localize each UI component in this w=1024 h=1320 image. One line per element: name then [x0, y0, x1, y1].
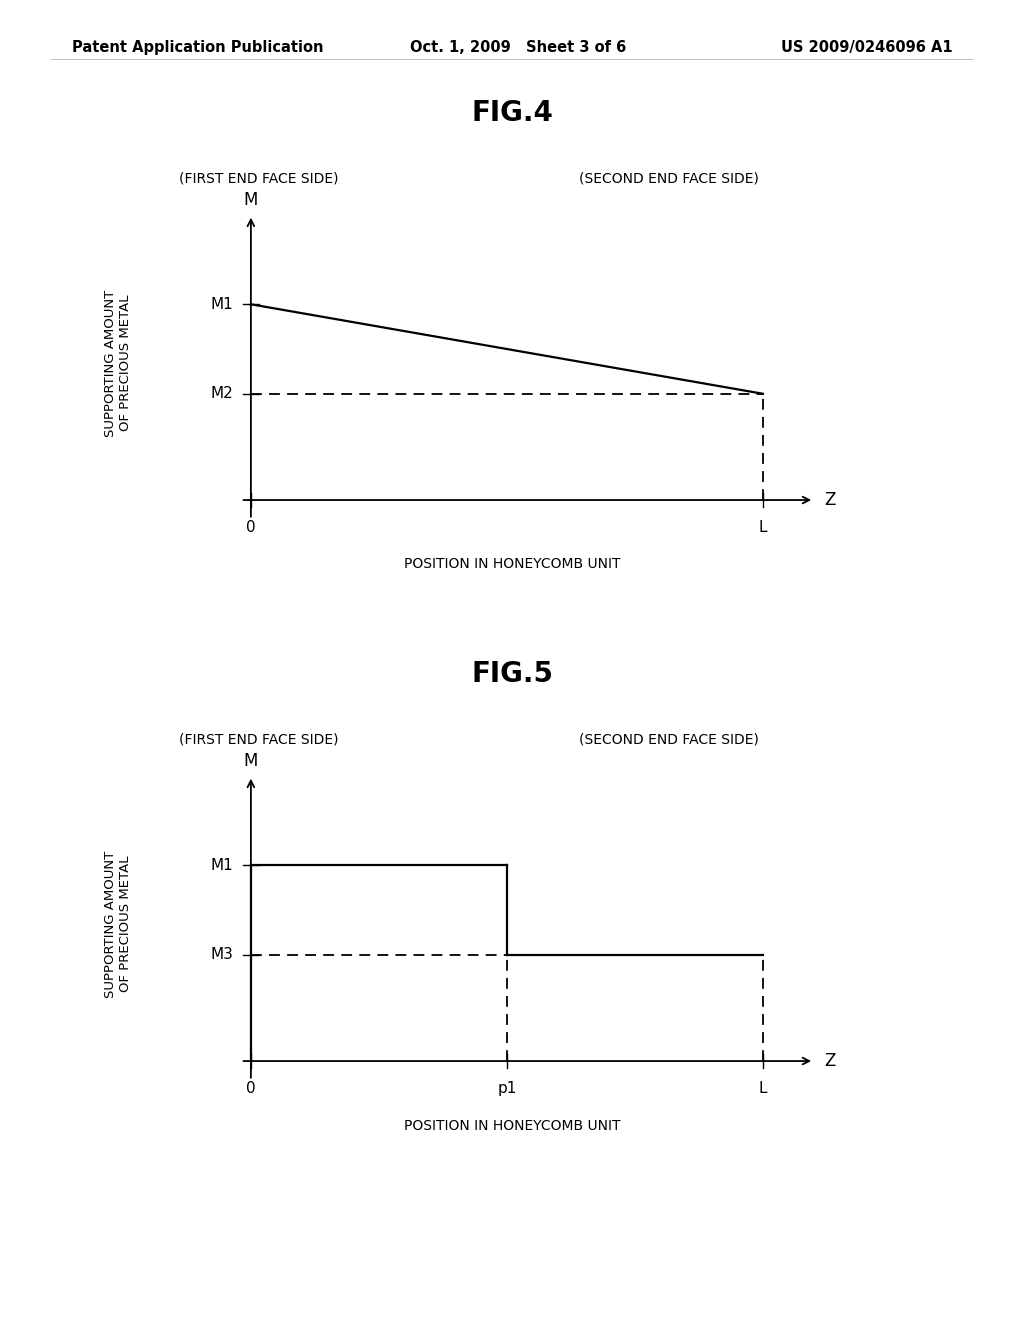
Text: M: M — [244, 752, 258, 770]
Text: p1: p1 — [498, 1081, 516, 1096]
Text: (SECOND END FACE SIDE): (SECOND END FACE SIDE) — [579, 733, 759, 746]
Text: 0: 0 — [246, 520, 256, 535]
Text: FIG.4: FIG.4 — [471, 99, 553, 127]
Text: (FIRST END FACE SIDE): (FIRST END FACE SIDE) — [179, 172, 339, 185]
Text: Oct. 1, 2009   Sheet 3 of 6: Oct. 1, 2009 Sheet 3 of 6 — [410, 40, 626, 54]
Text: POSITION IN HONEYCOMB UNIT: POSITION IN HONEYCOMB UNIT — [403, 1119, 621, 1134]
Text: FIG.5: FIG.5 — [471, 660, 553, 688]
Text: M2: M2 — [210, 387, 232, 401]
Text: M: M — [244, 191, 258, 209]
Text: (FIRST END FACE SIDE): (FIRST END FACE SIDE) — [179, 733, 339, 746]
Text: (SECOND END FACE SIDE): (SECOND END FACE SIDE) — [579, 172, 759, 185]
Text: M1: M1 — [210, 858, 232, 873]
Text: POSITION IN HONEYCOMB UNIT: POSITION IN HONEYCOMB UNIT — [403, 557, 621, 572]
Text: Z: Z — [824, 1052, 836, 1071]
Text: L: L — [759, 1081, 767, 1096]
Text: 0: 0 — [246, 1081, 256, 1096]
Text: US 2009/0246096 A1: US 2009/0246096 A1 — [780, 40, 952, 54]
Text: Patent Application Publication: Patent Application Publication — [72, 40, 324, 54]
Text: SUPPORTING AMOUNT
OF PRECIOUS METAL: SUPPORTING AMOUNT OF PRECIOUS METAL — [103, 850, 132, 998]
Text: Z: Z — [824, 491, 836, 510]
Text: SUPPORTING AMOUNT
OF PRECIOUS METAL: SUPPORTING AMOUNT OF PRECIOUS METAL — [103, 289, 132, 437]
Text: M1: M1 — [210, 297, 232, 312]
Text: L: L — [759, 520, 767, 535]
Text: M3: M3 — [210, 948, 232, 962]
